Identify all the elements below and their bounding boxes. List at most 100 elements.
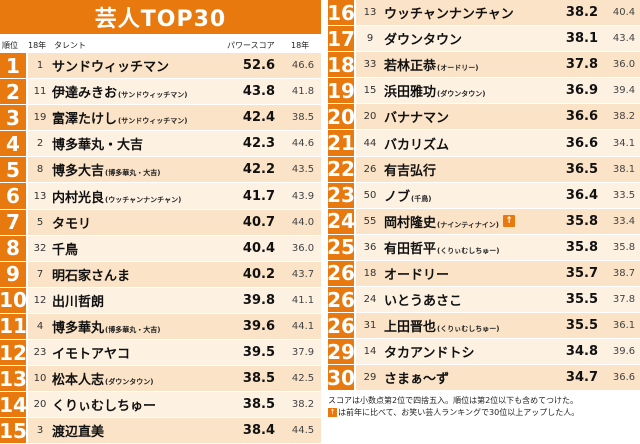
talent-cell: 有吉弘行 xyxy=(384,160,552,179)
table-row: 22 26 有吉弘行 36.5 38.1 xyxy=(327,156,640,183)
row-content: 20 くりぃむしちゅー 38.5 38.2 xyxy=(28,392,321,418)
right-column: 16 13 ウッチャンナンチャン 38.2 40.4 17 9 ダウンタウン 38.1 43.4 1… xyxy=(327,0,640,392)
power-score: 38.4 xyxy=(242,423,275,439)
prev-year-rank: 26 xyxy=(363,163,377,175)
talent-name: 有吉弘行 xyxy=(384,163,437,179)
row-content: 24 いとうあさこ 35.5 37.8 xyxy=(356,287,640,313)
power-score: 40.4 xyxy=(242,240,275,256)
prev-year-rank: 3 xyxy=(36,425,44,437)
table-row: 10 12 出川哲朗 39.8 41.1 xyxy=(0,287,321,314)
table-row: 6 13 内村光良 (ウッチャンナンチャン) 41.7 43.9 xyxy=(0,183,321,210)
talent-cell: いとうあさこ xyxy=(384,290,552,309)
prev-year-score: 33.4 xyxy=(612,215,636,227)
row-content: 4 博多華丸 (博多華丸・大吉) 39.6 44.1 xyxy=(28,313,321,340)
header-power-score: パワースコア xyxy=(227,41,275,50)
prev-year-rank: 4 xyxy=(36,320,44,332)
talent-name: 富澤たけし xyxy=(52,112,118,128)
prev-year-score: 41.8 xyxy=(291,86,315,98)
prev-year-rank: 23 xyxy=(33,347,47,359)
rank-number: 3 xyxy=(0,105,28,131)
prev-year-score: 42.5 xyxy=(291,373,315,385)
talent-group-note: (サンドウィッチマン) xyxy=(118,91,188,100)
table-row: 12 23 イモトアヤコ 39.5 37.9 xyxy=(0,340,321,367)
talent-name: タカアンドトシ xyxy=(384,346,475,362)
talent-name: 博多大吉 xyxy=(52,164,105,180)
rank-number: 10 xyxy=(0,287,28,313)
table-row: 23 50 ノブ (千鳥) 36.4 33.5 xyxy=(327,182,640,209)
power-score: 35.8 xyxy=(565,213,598,229)
prev-year-rank: 5 xyxy=(36,216,44,228)
talent-cell: 千鳥 xyxy=(52,239,235,258)
row-content: 10 松本人志 (ダウンタウン) 38.5 42.5 xyxy=(28,366,321,392)
talent-name: バナナマン xyxy=(384,111,450,127)
talent-group-note: (千鳥) xyxy=(411,194,432,203)
row-content: 32 千鳥 40.4 36.0 xyxy=(28,235,321,261)
row-content: 26 有吉弘行 36.5 38.1 xyxy=(356,156,640,182)
prev-year-score: 44.5 xyxy=(291,425,315,437)
table-row: 21 44 バカリズム 36.6 34.1 xyxy=(327,130,640,157)
row-content: 11 伊達みきお (サンドウィッチマン) 43.8 41.8 xyxy=(28,79,321,105)
talent-cell: 有田哲平 (くりぃむしちゅー) xyxy=(384,238,552,257)
row-content: 3 渡辺直美 38.4 44.5 xyxy=(28,418,321,444)
table-row: 19 15 浜田雅功 (ダウンタウン) 36.9 39.4 xyxy=(327,78,640,105)
talent-group-note: (オードリー) xyxy=(437,64,479,73)
talent-name: 博多華丸 xyxy=(52,320,105,336)
talent-cell: ウッチャンナンチャン xyxy=(384,3,552,22)
talent-cell: サンドウィッチマン xyxy=(52,56,235,75)
prev-year-score: 40.4 xyxy=(612,7,636,19)
talent-cell: 若林正恭 (オードリー) xyxy=(384,55,552,74)
prev-year-score: 38.2 xyxy=(612,111,636,123)
table-row: 1 1 サンドウィッチマン 52.6 46.6 xyxy=(0,53,321,80)
power-score: 35.5 xyxy=(565,318,598,334)
power-score: 36.5 xyxy=(565,161,598,177)
talent-cell: 博多華丸 (博多華丸・大吉) xyxy=(52,317,235,336)
header-rank: 順位 xyxy=(2,41,18,50)
prev-year-score: 38.7 xyxy=(612,267,636,279)
talent-cell: タカアンドトシ xyxy=(384,342,552,361)
rank-number: 26 xyxy=(327,260,356,287)
table-row: 26 24 いとうあさこ 35.5 37.8 xyxy=(327,287,640,314)
table-row: 26 31 上田晋也 (くりぃむしちゅー) 35.5 36.1 xyxy=(327,313,640,340)
power-score: 39.8 xyxy=(242,292,275,308)
talent-cell: 松本人志 (ダウンタウン) xyxy=(52,369,235,388)
power-score: 42.4 xyxy=(242,110,275,126)
talent-cell: 内村光良 (ウッチャンナンチャン) xyxy=(52,187,235,206)
talent-name: 明石家さんま xyxy=(52,268,131,284)
talent-name: イモトアヤコ xyxy=(52,347,131,363)
footnote-line-2-text: は前年に比べて、お笑い芸人ランキングで30位以上アップした人。 xyxy=(338,408,580,417)
prev-year-rank: 1 xyxy=(36,60,44,72)
prev-year-rank: 20 xyxy=(33,399,47,411)
prev-year-score: 44.0 xyxy=(291,216,315,228)
power-score: 34.7 xyxy=(565,370,598,386)
table-row: 14 20 くりぃむしちゅー 38.5 38.2 xyxy=(0,392,321,419)
talent-cell: 博多大吉 (博多華丸・大吉) xyxy=(52,160,235,179)
talent-group-note: (くりぃむしちゅー) xyxy=(437,246,500,255)
prev-year-score: 44.6 xyxy=(291,138,315,150)
prev-year-score: 43.5 xyxy=(291,164,315,176)
power-score: 38.2 xyxy=(565,5,598,21)
prev-year-rank: 33 xyxy=(363,59,377,71)
row-content: 12 出川哲朗 39.8 41.1 xyxy=(28,287,321,313)
talent-cell: 浜田雅功 (ダウンタウン) xyxy=(384,81,552,100)
talent-name: 有田哲平 xyxy=(384,241,437,257)
prev-year-score: 38.2 xyxy=(291,399,315,411)
rank-number: 25 xyxy=(327,234,356,260)
power-score: 36.6 xyxy=(565,109,598,125)
prev-year-rank: 13 xyxy=(33,190,47,202)
footnote-line-2: ↑ は前年に比べて、お笑い芸人ランキングで30位以上アップした人。 xyxy=(328,407,640,419)
prev-year-score: 46.6 xyxy=(291,60,315,72)
talent-name: 渡辺直美 xyxy=(52,425,105,441)
talent-cell: オードリー xyxy=(384,264,552,283)
prev-year-rank: 18 xyxy=(363,267,377,279)
row-content: 36 有田哲平 (くりぃむしちゅー) 35.8 35.8 xyxy=(356,234,640,260)
power-score: 42.3 xyxy=(242,136,275,152)
rank-number: 29 xyxy=(327,339,356,365)
row-content: 2 博多華丸・大吉 42.3 44.6 xyxy=(28,131,321,157)
prev-year-rank: 13 xyxy=(363,7,377,19)
power-score: 35.8 xyxy=(565,239,598,255)
talent-cell: くりぃむしちゅー xyxy=(52,395,235,414)
power-score: 35.5 xyxy=(565,292,598,308)
row-content: 9 ダウンタウン 38.1 43.4 xyxy=(356,26,640,52)
rank-number: 16 xyxy=(327,0,356,26)
row-content: 20 バナナマン 36.6 38.2 xyxy=(356,104,640,130)
